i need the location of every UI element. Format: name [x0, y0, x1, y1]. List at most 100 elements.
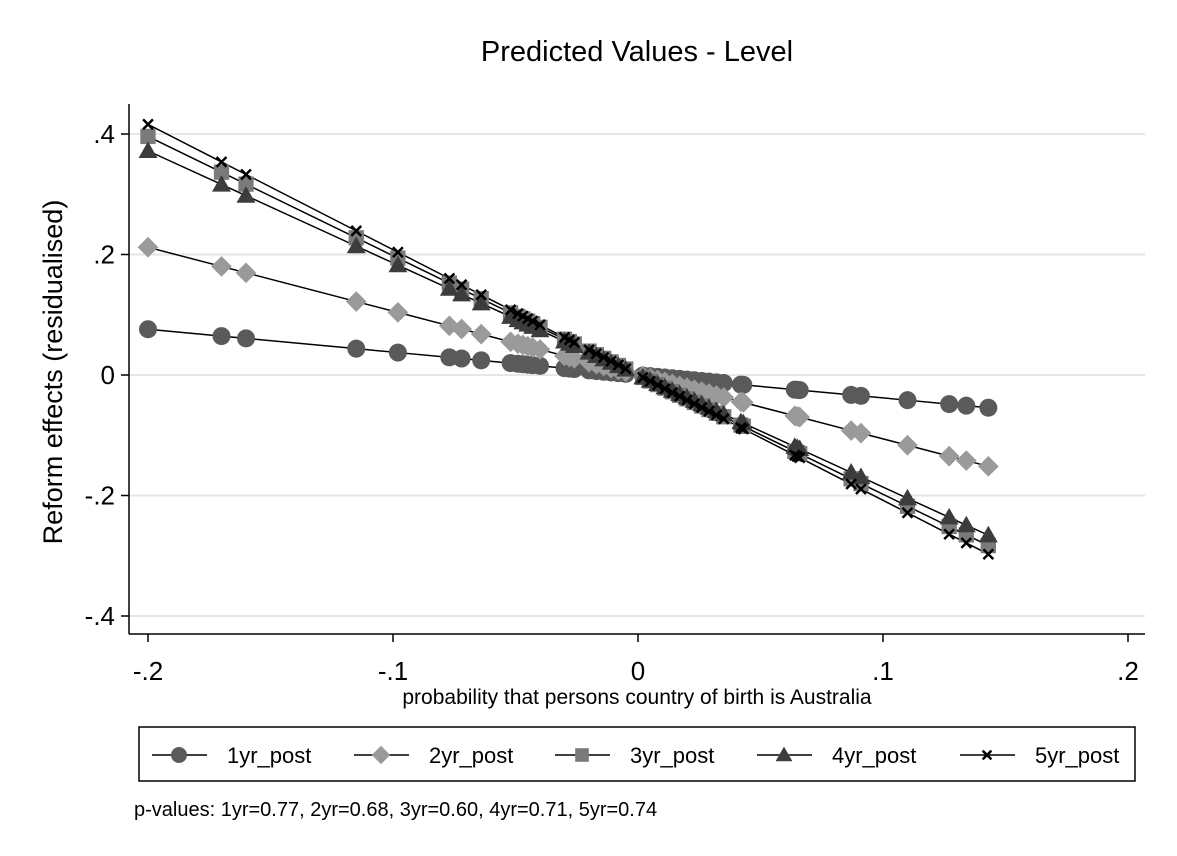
data-point-1yr_post [472, 351, 491, 370]
data-point-4yr_post [978, 525, 998, 543]
data-point-2yr_post [713, 387, 735, 408]
data-point-1yr_post [957, 396, 976, 415]
x-tick-label: -.1 [378, 656, 408, 686]
y-tick-label: -.2 [85, 481, 115, 511]
data-point-5yr_post [793, 451, 806, 464]
data-point-5yr_post [703, 405, 715, 418]
data-point-1yr_post [388, 343, 407, 362]
data-point-4yr_post [956, 515, 976, 533]
marker-stroke [504, 303, 517, 316]
data-point-5yr_post [597, 351, 610, 364]
data-point-5yr_post [240, 168, 252, 181]
marker-stroke [215, 156, 228, 168]
y-tick-label: .2 [93, 240, 115, 270]
legend-label-4yr_post: 4yr_post [832, 743, 916, 768]
marker-stroke [563, 334, 576, 346]
axes [121, 104, 1145, 642]
x-tick-label: .2 [1117, 656, 1139, 686]
marker-stroke [475, 288, 488, 301]
data-point-5yr_post [688, 397, 701, 410]
chart-title: Predicted Values - Level [481, 36, 793, 68]
x-tick-label: .1 [872, 656, 894, 686]
legend-label-3yr_post: 3yr_post [630, 743, 714, 768]
data-point-5yr_post [666, 386, 679, 399]
marker-stroke [443, 272, 456, 285]
marker-stroke [703, 405, 715, 418]
marker-stroke [960, 537, 973, 549]
legend-marker-5yr_post [981, 749, 993, 761]
data-point-1yr_post [212, 327, 231, 346]
data-point-2yr_post [470, 323, 492, 345]
data-point-3yr_post [213, 164, 230, 180]
data-point-4yr_post [841, 463, 861, 480]
data-point-5yr_post [717, 413, 730, 425]
marker-stroke [688, 397, 701, 410]
data-point-2yr_post [978, 455, 999, 477]
data-point-1yr_post [531, 356, 549, 375]
data-point-1yr_post [237, 329, 255, 348]
legend-label-1yr_post: 1yr_post [227, 743, 311, 768]
legend-marker-3yr_post [575, 748, 589, 762]
marker-stroke [558, 331, 571, 344]
data-point-2yr_post [345, 291, 367, 312]
data-point-5yr_post [644, 375, 657, 388]
marker-stroke [659, 382, 671, 395]
data-point-5yr_post [455, 278, 468, 291]
marker-stroke [901, 507, 914, 519]
data-point-5yr_post [605, 355, 617, 368]
data-point-2yr_post [733, 392, 754, 413]
data-point-3yr_post [140, 128, 156, 145]
data-point-4yr_post [939, 507, 959, 525]
marker-stroke [512, 307, 524, 320]
data-point-5yr_post [142, 118, 154, 131]
data-point-4yr_post [212, 175, 231, 192]
marker-stroke [517, 310, 529, 322]
data-point-2yr_post [789, 406, 811, 428]
x-tick-label: 0 [631, 656, 645, 686]
data-point-5yr_post [673, 390, 686, 403]
data-point-5yr_post [583, 344, 595, 356]
y-tick-label: .4 [93, 119, 115, 149]
data-point-5yr_post [215, 156, 228, 168]
marker-stroke [142, 118, 154, 131]
data-point-2yr_post [850, 422, 872, 444]
data-point-5yr_post [534, 319, 546, 331]
data-point-4yr_post [388, 255, 408, 273]
marker-stroke [695, 401, 708, 414]
data-point-2yr_post [137, 236, 159, 258]
legend-marker-1yr_post [171, 747, 187, 763]
marker-stroke [943, 528, 955, 540]
data-point-2yr_post [897, 434, 918, 456]
marker-stroke [981, 749, 993, 761]
data-point-5yr_post [526, 315, 539, 327]
marker-stroke [590, 347, 603, 360]
x-axis-label: probability that persons country of birt… [402, 686, 872, 709]
marker-stroke [240, 168, 252, 181]
data-point-4yr_post [471, 293, 491, 311]
data-point-5yr_post [350, 225, 363, 237]
legend-box [138, 726, 1136, 782]
data-point-5yr_post [710, 409, 723, 421]
data-point-4yr_post [898, 488, 917, 506]
data-point-2yr_post [563, 348, 585, 369]
data-point-5yr_post [901, 507, 914, 519]
marker-stroke [710, 409, 723, 421]
data-point-5yr_post [659, 382, 671, 395]
legend: 1yr_post 2yr_post 3yr_post 4yr_post 5yr_post [138, 726, 1136, 782]
legend-marker-4yr_post [775, 746, 793, 762]
data-point-2yr_post [451, 318, 472, 340]
data-point-1yr_post [452, 349, 471, 368]
data-point-2yr_post [529, 339, 551, 360]
data-point-5yr_post [651, 379, 664, 391]
y-tick-labels: -.4 -.2 0 .2 .4 [85, 119, 115, 631]
marker-stroke [526, 315, 539, 327]
marker-stroke [845, 478, 857, 490]
marker-stroke [619, 362, 632, 375]
marker-stroke [737, 423, 750, 435]
data-point-4yr_post [236, 186, 256, 203]
marker-stroke [534, 319, 546, 331]
data-point-1yr_post [790, 381, 809, 400]
data-point-1yr_post [139, 320, 157, 339]
